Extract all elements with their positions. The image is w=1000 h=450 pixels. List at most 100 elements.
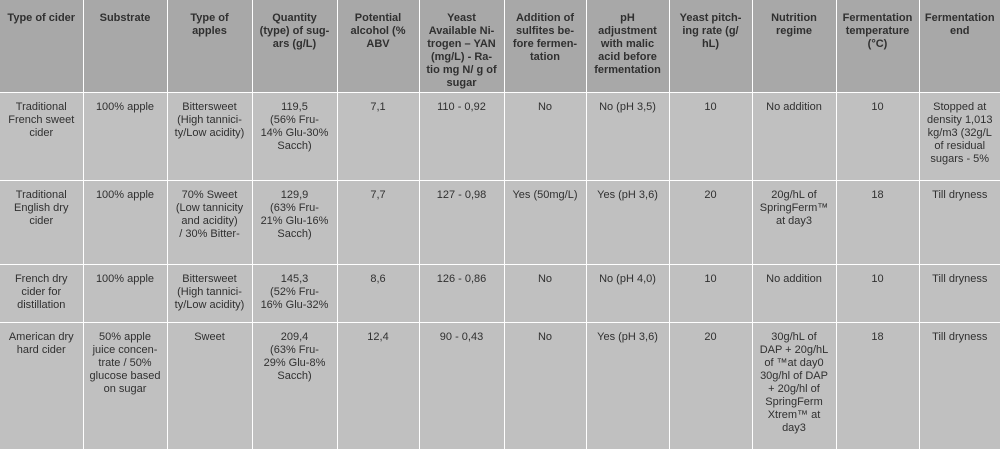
header-fermentation-end: Fermentation end (919, 0, 1000, 93)
cell-text: No (pH 4,0) (599, 273, 656, 285)
cell-text: 7,7 (370, 189, 386, 201)
table-cell: 100% apple (83, 180, 168, 265)
table-cell: Stopped at density 1,013 kg/m3 (32g/L of… (919, 92, 1000, 181)
table-cell: 90 - 0,43 (419, 322, 505, 450)
cell-text: 10 (871, 273, 884, 285)
table-cell: 30g/hL of DAP + 20g/hL of ™at day0 30g/h… (752, 322, 837, 450)
table-cell: American dry hard cider (0, 322, 84, 450)
table-cell: 7,1 (337, 92, 420, 181)
cell-text: 20g/hL of SpringFerm™ at day3 (759, 189, 829, 227)
table-cell: 145,3 (52% Fru- 16% Glu-32% (252, 264, 338, 323)
table-cell: 70% Sweet (Low tannicity and acidity) / … (167, 180, 253, 265)
table-cell: Yes (pH 3,6) (586, 180, 670, 265)
header-sulfite-addition: Addition of sulfites be- fore fermen- ta… (504, 0, 587, 93)
table-cell: Yes (pH 3,6) (586, 322, 670, 450)
cell-text: 70% Sweet (Low tannicity and acidity) / … (175, 189, 244, 240)
cell-text: No (pH 3,5) (599, 101, 656, 113)
cell-text: 18 (871, 189, 884, 201)
table-cell: No addition (752, 264, 837, 323)
table-row: Traditional English dry cider 100% apple… (0, 180, 1000, 265)
cell-text: Till dryness (932, 189, 988, 201)
cell-text: 100% apple (95, 101, 155, 113)
table-cell: 18 (836, 180, 920, 265)
table-cell: No (504, 322, 587, 450)
cell-text: 100% apple (95, 189, 155, 201)
cell-text: American dry hard cider (8, 331, 74, 356)
cell-text: Yes (50mg/L) (512, 189, 578, 201)
header-nutrition-regime: Nutrition regime (752, 0, 837, 93)
cell-text: 90 - 0,43 (439, 331, 484, 343)
cell-text: No (537, 331, 553, 343)
table-cell: Sweet (167, 322, 253, 450)
cell-text: 10 (871, 101, 884, 113)
table-cell: 8,6 (337, 264, 420, 323)
table-row: French dry cider for distillation 100% a… (0, 264, 1000, 323)
table-cell: 20 (669, 322, 753, 450)
table-cell: Bittersweet (High tannici- ty/Low acidit… (167, 264, 253, 323)
table-cell: 110 - 0,92 (419, 92, 505, 181)
cell-text: 100% apple (95, 273, 155, 285)
table-cell: 100% apple (83, 264, 168, 323)
cell-text: French dry cider for distillation (14, 273, 68, 311)
cell-text: Sweet (194, 331, 225, 343)
table-cell: No (504, 264, 587, 323)
cell-text: Stopped at density 1,013 kg/m3 (32g/L of… (927, 101, 993, 165)
header-ph-adjustment: pH adjustment with malic acid before fer… (586, 0, 670, 93)
cell-text: 129,9 (63% Fru- 21% Glu-16% Sacch) (260, 189, 329, 240)
table-cell: 119,5 (56% Fru- 14% Glu-30% Sacch) (252, 92, 338, 181)
table-cell: No (pH 4,0) (586, 264, 670, 323)
table-row: Traditional French sweet cider 100% appl… (0, 92, 1000, 181)
table-cell: 12,4 (337, 322, 420, 450)
table-cell: 7,7 (337, 180, 420, 265)
cell-text: Yes (pH 3,6) (597, 189, 658, 201)
cell-text: Traditional English dry cider (14, 189, 69, 227)
cell-text: No (537, 101, 553, 113)
cell-text: Till dryness (932, 331, 988, 343)
cell-text: 50% apple juice concen- trate / 50% gluc… (89, 331, 161, 395)
table-cell: Traditional French sweet cider (0, 92, 84, 181)
header-yeast-available-nitrogen: Yeast Available Ni- trogen – YAN (mg/L) … (419, 0, 505, 93)
header-type-of-cider: Type of cider (0, 0, 84, 93)
table-cell: French dry cider for distillation (0, 264, 84, 323)
header-substrate: Substrate (83, 0, 168, 93)
header-yeast-pitching-rate: Yeast pitch- ing rate (g/ hL) (669, 0, 753, 93)
table-cell: Yes (50mg/L) (504, 180, 587, 265)
header-type-of-apples: Type of apples (167, 0, 253, 93)
table-cell: Till dryness (919, 180, 1000, 265)
table-cell: Bittersweet (High tannici- ty/Low acidit… (167, 92, 253, 181)
cell-text: 110 - 0,92 (437, 101, 486, 113)
table-cell: 10 (669, 264, 753, 323)
cell-text: 126 - 0,86 (436, 273, 487, 285)
table-cell: 18 (836, 322, 920, 450)
cell-text: 8,6 (370, 273, 386, 285)
cell-text: No addition (766, 273, 822, 285)
table-cell: 129,9 (63% Fru- 21% Glu-16% Sacch) (252, 180, 338, 265)
table-cell: No (504, 92, 587, 181)
cell-text: No (537, 273, 553, 285)
table-cell: 20 (669, 180, 753, 265)
cell-text: 20 (704, 331, 717, 343)
table-cell: 126 - 0,86 (419, 264, 505, 323)
cell-text: 20 (704, 189, 717, 201)
cell-text: 18 (871, 331, 884, 343)
table-cell: 209,4 (63% Fru- 29% Glu-8% Sacch) (252, 322, 338, 450)
cell-text: Traditional French sweet cider (8, 101, 75, 139)
cell-text: 127 - 0,98 (436, 189, 487, 201)
cell-text: 30g/hL of DAP + 20g/hL of ™at day0 30g/h… (759, 331, 829, 434)
table-row: American dry hard cider 50% apple juice … (0, 322, 1000, 450)
table-cell: 100% apple (83, 92, 168, 181)
cell-text: 7,1 (370, 101, 386, 113)
table-cell: Till dryness (919, 322, 1000, 450)
cell-text: 209,4 (63% Fru- 29% Glu-8% Sacch) (263, 331, 326, 382)
table-cell: 10 (836, 92, 920, 181)
cell-text: Bittersweet (High tannici- ty/Low acidit… (174, 273, 245, 311)
cell-text: No addition (766, 101, 822, 113)
cell-text: 10 (704, 273, 717, 285)
cell-text: 119,5 (56% Fru- 14% Glu-30% Sacch) (260, 101, 329, 152)
cell-text: 12,4 (367, 331, 389, 343)
table-cell: Traditional English dry cider (0, 180, 84, 265)
table-cell: Till dryness (919, 264, 1000, 323)
table-cell: 20g/hL of SpringFerm™ at day3 (752, 180, 837, 265)
table-cell: 127 - 0,98 (419, 180, 505, 265)
